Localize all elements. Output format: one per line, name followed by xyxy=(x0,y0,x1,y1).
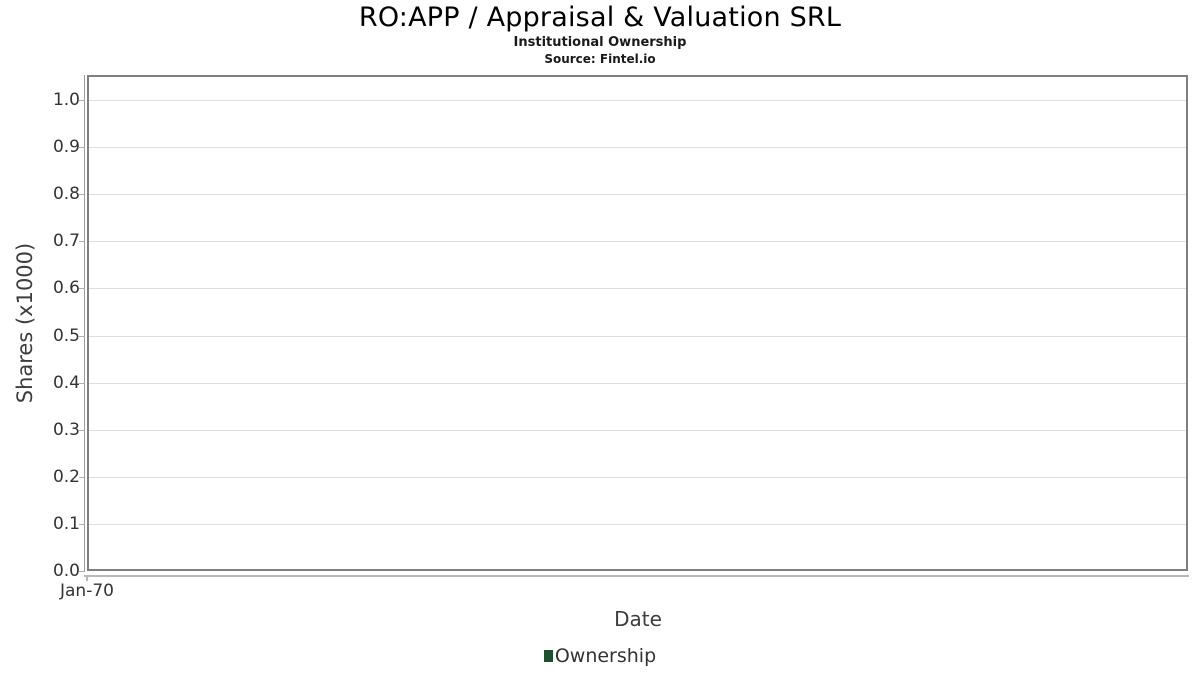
y-tick-label: 0.1 xyxy=(52,513,80,534)
gridline xyxy=(89,147,1186,149)
gridline xyxy=(89,100,1186,101)
chart-source: Source: Fintel.io xyxy=(544,52,656,66)
y-tick-mark xyxy=(79,571,85,572)
y-tick-mark xyxy=(79,523,85,525)
gridline xyxy=(89,382,1186,384)
x-tick-mark xyxy=(86,577,88,581)
y-tick-label: 0.0 xyxy=(52,561,80,581)
y-tick-mark xyxy=(79,429,85,431)
x-tick-label: Jan-70 xyxy=(60,581,114,601)
y-tick-label: 0.9 xyxy=(52,137,80,158)
gridline xyxy=(89,476,1186,478)
y-tick-label: 0.4 xyxy=(52,372,80,393)
y-tick-label: 0.3 xyxy=(52,419,80,440)
gridline xyxy=(89,288,1186,290)
legend-label: Ownership xyxy=(554,645,657,667)
gridline xyxy=(89,429,1186,431)
gridline xyxy=(89,241,1186,243)
y-tick-mark xyxy=(79,476,85,478)
plot-area xyxy=(87,75,1188,571)
y-tick-mark xyxy=(79,147,85,149)
x-axis-line xyxy=(84,575,1189,577)
y-tick-label: 0.8 xyxy=(52,184,80,205)
y-tick-mark xyxy=(79,194,85,196)
y-tick-label: 0.5 xyxy=(52,325,80,346)
y-tick-label: 0.6 xyxy=(52,278,80,299)
legend-marker-icon xyxy=(543,650,553,662)
y-tick-label: 0.2 xyxy=(52,466,80,487)
gridline xyxy=(89,335,1186,337)
legend-item-ownership[interactable]: Ownership xyxy=(543,645,657,667)
chart-subtitle: Institutional Ownership xyxy=(513,35,687,50)
gridline xyxy=(89,523,1186,525)
y-axis-line xyxy=(84,75,85,571)
y-tick-mark xyxy=(79,382,85,384)
y-tick-mark xyxy=(79,241,85,243)
x-axis-title: Date xyxy=(614,607,662,631)
y-tick-label: 1.0 xyxy=(52,90,80,110)
y-tick-mark xyxy=(79,100,85,101)
y-tick-mark xyxy=(79,335,85,337)
y-tick-mark xyxy=(79,288,85,290)
gridline xyxy=(89,194,1186,196)
y-tick-label: 0.7 xyxy=(52,231,80,252)
legend: Ownership xyxy=(0,645,1200,667)
chart-title: RO:APP / Appraisal & Valuation SRL xyxy=(358,2,842,33)
